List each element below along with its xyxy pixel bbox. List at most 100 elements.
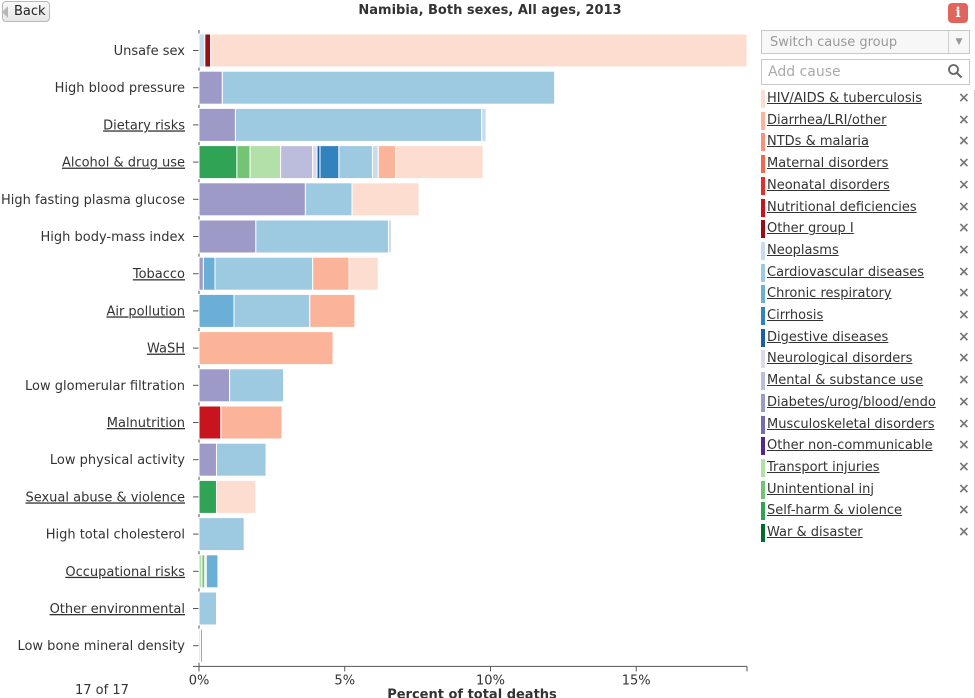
legend-swatch	[761, 307, 765, 325]
bar-segment	[198, 405, 222, 440]
remove-cause-icon[interactable]: ×	[958, 155, 970, 172]
remove-cause-icon[interactable]: ×	[958, 90, 970, 106]
legend-label[interactable]: War & disaster	[767, 525, 863, 540]
legend-item[interactable]: Nutritional deficiencies ×	[761, 198, 975, 218]
legend-item[interactable]: Self-harm & violence ×	[761, 501, 975, 521]
bar-segment	[280, 145, 314, 180]
legend-label[interactable]: Mental & substance use	[767, 373, 924, 389]
category-label[interactable]: Tobacco	[132, 267, 185, 282]
legend-item[interactable]: Diabetes/urog/blood/endo ×	[761, 393, 975, 413]
remove-cause-icon[interactable]: ×	[958, 241, 970, 258]
legend-item[interactable]: Transport injuries ×	[761, 458, 975, 478]
remove-cause-icon[interactable]: ×	[958, 133, 970, 150]
legend-label[interactable]: NTDs & malaria	[767, 134, 869, 150]
remove-cause-icon[interactable]: ×	[958, 480, 970, 497]
remove-cause-icon[interactable]: ×	[958, 307, 970, 323]
category-label[interactable]: Air pollution	[106, 304, 185, 319]
legend-swatch	[761, 198, 765, 217]
legend-item[interactable]: Cardiovascular diseases ×	[761, 263, 975, 283]
bar-segment	[198, 591, 217, 626]
category-label[interactable]: Other environmental	[50, 602, 185, 617]
legend-item[interactable]: Cirrhosis ×	[761, 306, 975, 326]
legend-label[interactable]: Diabetes/urog/blood/endo	[767, 394, 936, 410]
legend-item[interactable]: Maternal disorders ×	[761, 154, 975, 174]
bar-segment	[229, 368, 285, 403]
legend-item[interactable]: NTDs & malaria ×	[761, 132, 975, 152]
legend-label[interactable]: Neoplasms	[767, 242, 839, 258]
bar-segment	[198, 442, 217, 477]
remove-cause-icon[interactable]: ×	[958, 263, 970, 280]
remove-cause-icon[interactable]: ×	[958, 524, 970, 540]
category-label[interactable]: Occupational risks	[65, 565, 185, 580]
bar-segment	[205, 554, 219, 589]
bar-segment	[215, 479, 257, 514]
add-cause-input[interactable]: Add cause	[761, 59, 970, 85]
remove-cause-icon[interactable]: ×	[958, 176, 970, 193]
remove-cause-icon[interactable]: ×	[958, 502, 970, 519]
legend-item[interactable]: Chronic respiratory ×	[761, 284, 975, 304]
info-button[interactable]: i	[948, 3, 968, 23]
legend-label[interactable]: Other non-communicable	[767, 438, 933, 454]
category-label[interactable]: Dietary risks	[103, 118, 185, 133]
x-tick-label: 10%	[476, 673, 505, 688]
remove-cause-icon[interactable]: ×	[958, 328, 970, 345]
legend-item[interactable]: Diarrhea/LRI/other ×	[761, 111, 975, 131]
legend-label[interactable]: Unintentional inj	[767, 481, 875, 497]
category-label[interactable]: WaSH	[147, 342, 185, 357]
legend-item[interactable]: Neurological disorders ×	[761, 349, 975, 369]
switch-cause-group-select[interactable]: Switch cause group ▼	[761, 30, 970, 54]
legend-swatch	[761, 263, 765, 282]
legend-label[interactable]: Cardiovascular diseases	[767, 264, 924, 280]
legend-item[interactable]: Unintentional inj ×	[761, 480, 975, 500]
legend-item[interactable]: Musculoskeletal disorders ×	[761, 415, 975, 435]
legend-item[interactable]: HIV/AIDS & tuberculosis ×	[761, 89, 975, 109]
legend-label[interactable]: Self-harm & violence	[767, 503, 903, 519]
remove-cause-icon[interactable]: ×	[958, 198, 970, 215]
legend-swatch	[761, 155, 765, 174]
legend-item[interactable]: War & disaster ×	[761, 523, 975, 543]
back-button[interactable]: Back	[2, 1, 50, 22]
bar-segment	[309, 293, 356, 328]
legend-item[interactable]: Mental & substance use ×	[761, 371, 975, 391]
bar-segment	[198, 107, 236, 142]
remove-cause-icon[interactable]: ×	[958, 415, 970, 432]
category-label[interactable]: Alcohol & drug use	[62, 156, 185, 171]
legend-item[interactable]: Neoplasms ×	[761, 241, 975, 261]
remove-cause-icon[interactable]: ×	[958, 220, 970, 237]
bar-segment	[348, 256, 379, 291]
legend-item[interactable]: Digestive diseases ×	[761, 328, 975, 348]
remove-cause-icon[interactable]: ×	[958, 437, 970, 454]
remove-cause-icon[interactable]: ×	[958, 372, 970, 389]
add-cause-placeholder: Add cause	[768, 64, 841, 80]
legend-label[interactable]: Transport injuries	[767, 459, 880, 475]
legend-label[interactable]: Neurological disorders	[767, 351, 913, 367]
bar-segment	[338, 145, 373, 180]
remove-cause-icon[interactable]: ×	[958, 111, 970, 128]
legend-item[interactable]: Other group I ×	[761, 219, 975, 239]
legend-label[interactable]: Maternal disorders	[767, 156, 889, 172]
legend-item[interactable]: Other non-communicable ×	[761, 436, 975, 456]
legend-label[interactable]: Chronic respiratory	[767, 286, 892, 302]
remove-cause-icon[interactable]: ×	[958, 350, 970, 367]
legend-label[interactable]: HIV/AIDS & tuberculosis	[767, 91, 923, 106]
legend-label[interactable]: Other group I	[767, 221, 854, 237]
bar-segment	[236, 145, 251, 180]
legend-label[interactable]: Digestive diseases	[767, 329, 889, 345]
remove-cause-icon[interactable]: ×	[958, 393, 970, 410]
x-tick-label: 5%	[334, 673, 355, 688]
bar-segment	[198, 331, 334, 366]
category-label[interactable]: Sexual abuse & violence	[25, 490, 185, 505]
legend-label[interactable]: Cirrhosis	[767, 308, 824, 323]
legend-item[interactable]: Neonatal disorders ×	[761, 176, 975, 196]
chevron-down-icon[interactable]: ▼	[948, 31, 969, 53]
category-label[interactable]: Malnutrition	[107, 416, 185, 431]
legend-swatch	[761, 350, 765, 369]
legend-swatch	[761, 502, 765, 521]
remove-cause-icon[interactable]: ×	[958, 285, 970, 302]
legend-label[interactable]: Musculoskeletal disorders	[767, 416, 935, 432]
legend-label[interactable]: Nutritional deficiencies	[767, 199, 917, 215]
bar-segment	[198, 182, 306, 217]
remove-cause-icon[interactable]: ×	[958, 458, 970, 475]
legend-label[interactable]: Neonatal disorders	[767, 177, 890, 193]
legend-label[interactable]: Diarrhea/LRI/other	[767, 112, 887, 128]
